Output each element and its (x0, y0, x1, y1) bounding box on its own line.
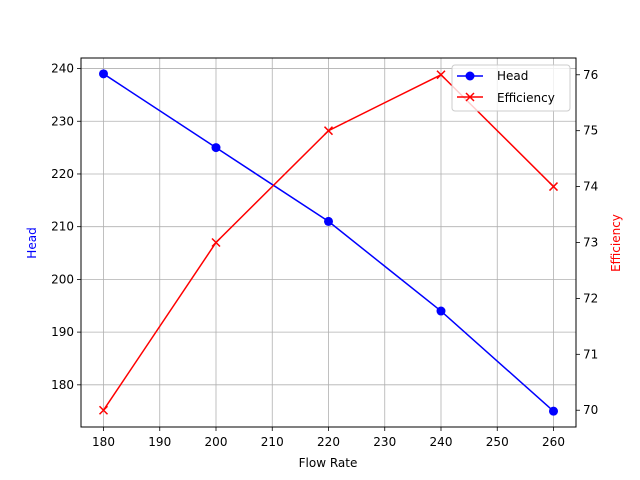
x-marker-icon (436, 70, 446, 80)
x-tick-label: 180 (92, 435, 115, 449)
circle-marker-icon (324, 216, 333, 226)
y-right-tick-label: 76 (583, 68, 598, 82)
left-y-axis-ticks: 180 190 200 210 220 230 240 (51, 62, 81, 392)
x-axis-ticks: 180 190 200 210 220 230 240 250 260 (92, 427, 565, 449)
grid-lines (81, 58, 576, 427)
x-tick-label: 240 (430, 435, 453, 449)
x-tick-label: 230 (373, 435, 396, 449)
x-tick-label: 260 (542, 435, 565, 449)
y-left-tick-label: 220 (51, 167, 74, 181)
x-marker-icon (548, 182, 559, 192)
right-y-axis-ticks: 70 71 72 73 74 75 76 (576, 68, 598, 417)
legend-efficiency-marker-icon (465, 92, 475, 102)
left-y-axis-label: Head (25, 227, 39, 258)
y-left-tick-label: 240 (51, 62, 74, 76)
y-left-tick-label: 230 (51, 114, 74, 128)
x-tick-label: 200 (205, 435, 228, 449)
y-right-tick-label: 74 (583, 180, 598, 194)
legend-head-label: Head (497, 69, 528, 83)
right-y-axis-label: Efficiency (609, 214, 623, 272)
x-tick-label: 250 (486, 435, 509, 449)
y-left-tick-label: 190 (51, 325, 74, 339)
circle-marker-icon (211, 143, 221, 153)
y-right-tick-label: 75 (583, 124, 598, 138)
legend-head-marker-icon (465, 71, 475, 81)
x-tick-label: 220 (317, 435, 340, 449)
y-right-tick-label: 71 (583, 347, 598, 361)
x-tick-label: 190 (148, 435, 171, 449)
x-tick-label: 210 (261, 435, 284, 449)
legend: Head Efficiency (451, 64, 571, 112)
y-left-tick-label: 180 (51, 378, 74, 392)
x-marker-icon (323, 126, 334, 136)
x-axis-label: Flow Rate (299, 456, 358, 470)
x-marker-icon (211, 237, 221, 248)
circle-marker-icon (549, 406, 558, 416)
series-layer (98, 69, 559, 416)
x-marker-icon (98, 405, 109, 415)
legend-efficiency-label: Efficiency (497, 91, 555, 105)
circle-marker-icon (99, 69, 108, 79)
y-right-tick-label: 72 (583, 291, 598, 305)
y-left-tick-label: 200 (51, 272, 74, 286)
y-left-tick-label: 210 (51, 220, 74, 234)
y-right-tick-label: 70 (583, 403, 598, 417)
circle-marker-icon (436, 306, 446, 316)
y-right-tick-label: 73 (583, 236, 598, 250)
